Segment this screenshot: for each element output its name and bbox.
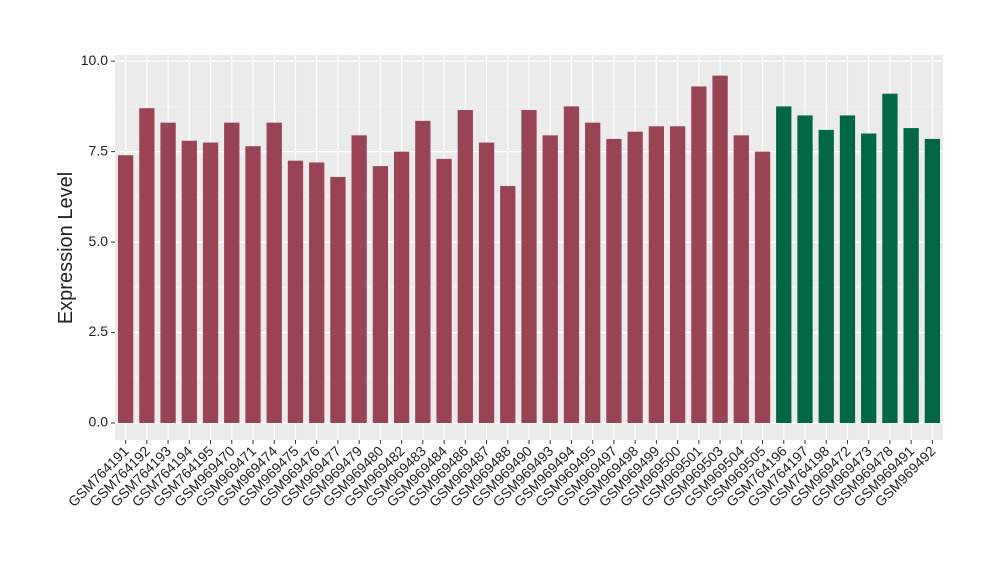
- bar: [117, 155, 134, 423]
- bar: [393, 151, 410, 423]
- bar: [818, 129, 834, 423]
- bar: [797, 115, 813, 423]
- bar: [478, 142, 495, 423]
- y-axis-label: Expression Level: [55, 172, 77, 324]
- bar: [733, 135, 749, 423]
- bar: [882, 93, 898, 423]
- bar: [139, 108, 155, 423]
- bar: [457, 110, 473, 423]
- bar: [903, 128, 919, 423]
- bar: [436, 158, 452, 423]
- bar: [500, 185, 516, 423]
- bar: [924, 138, 941, 423]
- bar: [224, 122, 240, 423]
- bar: [372, 166, 389, 423]
- y-tick-label: 7.5: [89, 142, 109, 158]
- y-tick-label: 5.0: [89, 233, 109, 249]
- bar: [266, 122, 282, 423]
- bar: [776, 106, 792, 423]
- bar: [563, 106, 580, 423]
- y-tick-label: 10.0: [81, 52, 108, 68]
- bar: [754, 151, 771, 423]
- bar: [309, 162, 325, 423]
- bar: [839, 115, 856, 423]
- bar: [287, 160, 304, 423]
- y-tick-label: 0.0: [89, 414, 109, 430]
- bar: [712, 75, 728, 423]
- bar: [351, 135, 367, 423]
- bar: [861, 133, 877, 423]
- y-tick-label: 2.5: [89, 323, 109, 339]
- bar: [181, 140, 197, 423]
- bar: [691, 86, 707, 423]
- bar: [160, 122, 176, 423]
- bar: [202, 142, 219, 423]
- bar: [585, 122, 601, 423]
- bar: [542, 135, 558, 423]
- bar: [330, 176, 346, 423]
- bar: [606, 138, 622, 423]
- bar: [415, 120, 431, 423]
- bar: [648, 126, 665, 423]
- bar: [627, 131, 643, 423]
- bar: [245, 146, 261, 423]
- bar: [521, 110, 537, 423]
- bar: [669, 126, 686, 423]
